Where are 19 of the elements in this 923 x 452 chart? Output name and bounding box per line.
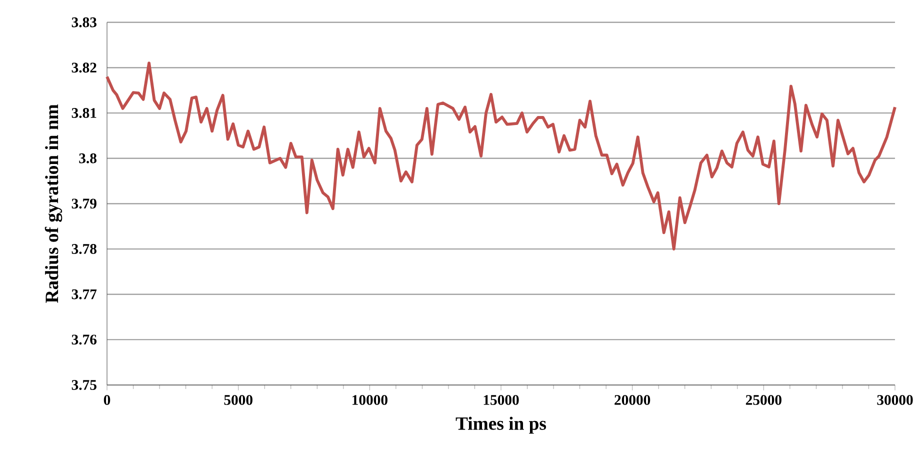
x-tick-label: 25000 <box>746 395 782 405</box>
line-series <box>106 62 896 250</box>
y-tick-label: 3.81 <box>72 108 96 118</box>
x-tick-label: 10000 <box>352 395 388 405</box>
y-tick-label: 3.82 <box>72 62 96 73</box>
x-tick-label: 15000 <box>484 395 519 405</box>
x-tick-label: 0 <box>104 395 110 405</box>
y-tick-label: 3.75 <box>72 380 96 390</box>
x-tick-label: 20000 <box>614 395 650 405</box>
y-tick-label: 3.8 <box>79 153 96 164</box>
y-tick-label: 3.77 <box>72 289 97 300</box>
y-tick-label: 3.78 <box>72 244 96 254</box>
x-tick-label: 5000 <box>224 395 252 405</box>
x-axis-title: Times in ps <box>456 416 546 434</box>
y-axis-title: Radius of gyration in nm <box>44 104 62 303</box>
x-tick-label: 30000 <box>877 395 913 405</box>
y-tick-label: 3.83 <box>72 17 96 28</box>
y-tick-label: 3.76 <box>72 334 97 345</box>
y-tick-label: 3.79 <box>72 198 96 209</box>
